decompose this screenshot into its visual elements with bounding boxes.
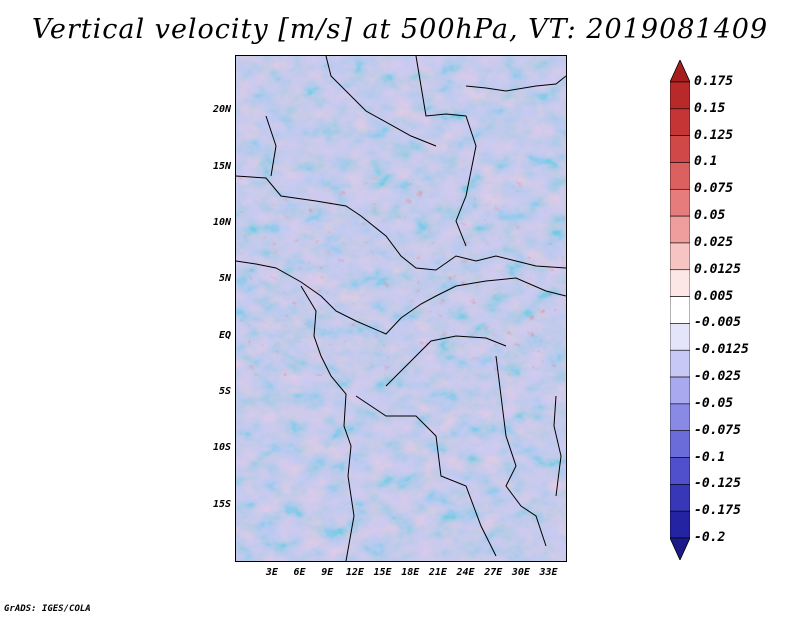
colorbar-segment — [670, 215, 690, 244]
lat-tick-label: EQ — [218, 329, 231, 341]
lon-tick-label: 6E — [293, 567, 306, 578]
colorbar — [670, 60, 690, 560]
lon-tick-label: 15E — [373, 567, 392, 578]
lon-tick-label: 27E — [484, 567, 503, 578]
map-title: Vertical velocity [m/s] at 500hPa, VT: 2… — [31, 14, 769, 45]
lon-tick-label: 3E — [265, 567, 278, 578]
lon-tick-label: 30E — [511, 567, 530, 578]
colorbar-segment — [670, 510, 690, 539]
colorbar-segment — [670, 162, 690, 190]
colorbar-tick-label: 0.0125 — [694, 261, 741, 277]
colorbar-tick-label: 0.1 — [694, 154, 718, 170]
lat-tick-label: 5N — [218, 273, 231, 285]
lon-tick-label: 12E — [345, 567, 364, 578]
colorbar-segment — [670, 484, 690, 512]
vertical-velocity-field — [236, 56, 566, 561]
colorbar-top-arrow — [670, 60, 690, 83]
colorbar-tick-label: -0.2 — [694, 530, 726, 545]
lat-tick-label: 20N — [212, 104, 231, 116]
colorbar-tick-label: -0.125 — [694, 476, 741, 492]
colorbar-segment — [670, 323, 690, 351]
colorbar-tick-label: 0.05 — [694, 208, 726, 224]
colorbar-segment — [670, 376, 690, 405]
colorbar-tick-label: 0.15 — [694, 100, 726, 116]
colorbar-tick-label: -0.025 — [694, 369, 741, 385]
lon-tick-label: 24E — [456, 567, 475, 578]
colorbar-tick-label: -0.0125 — [694, 342, 749, 358]
lon-tick-label: 9E — [321, 567, 334, 578]
colorbar-segment — [670, 349, 690, 378]
lat-tick-label: 15N — [212, 160, 231, 172]
lon-tick-label: 18E — [401, 567, 420, 578]
colorbar-tick-label: 0.005 — [694, 288, 734, 304]
colorbar-segment — [670, 269, 690, 297]
grads-credit: GrADS: IGES/COLA — [4, 604, 91, 614]
lon-tick-label: 21E — [428, 567, 447, 578]
colorbar-segment — [670, 242, 690, 271]
colorbar-segment — [670, 135, 690, 163]
colorbar-segment — [670, 296, 690, 324]
colorbar-tick-label: -0.1 — [694, 449, 726, 465]
colorbar-segment — [670, 188, 690, 217]
colorbar-tick-label: 0.175 — [694, 74, 734, 89]
colorbar-segment — [670, 81, 690, 110]
colorbar-tick-label: -0.005 — [694, 315, 741, 331]
lat-tick-label: 10S — [212, 442, 231, 454]
lat-tick-label: 15S — [212, 498, 231, 510]
colorbar-bottom-arrow — [670, 537, 690, 560]
colorbar-tick-label: 0.025 — [694, 234, 734, 250]
colorbar-segment — [670, 430, 690, 458]
colorbar-tick-label: -0.05 — [694, 395, 734, 411]
colorbar-tick-label: 0.075 — [694, 181, 734, 197]
lat-tick-label: 10N — [212, 217, 231, 228]
colorbar-segment — [670, 457, 690, 485]
colorbar-tick-label: -0.175 — [694, 503, 741, 519]
country-borders — [236, 56, 566, 561]
map-panel — [235, 55, 567, 562]
lon-tick-label: 33E — [539, 567, 558, 578]
colorbar-segment — [670, 108, 690, 136]
lat-tick-label: 5S — [218, 386, 231, 397]
colorbar-tick-label: -0.075 — [694, 422, 741, 438]
colorbar-tick-label: 0.125 — [694, 127, 734, 143]
colorbar-segment — [670, 403, 690, 432]
